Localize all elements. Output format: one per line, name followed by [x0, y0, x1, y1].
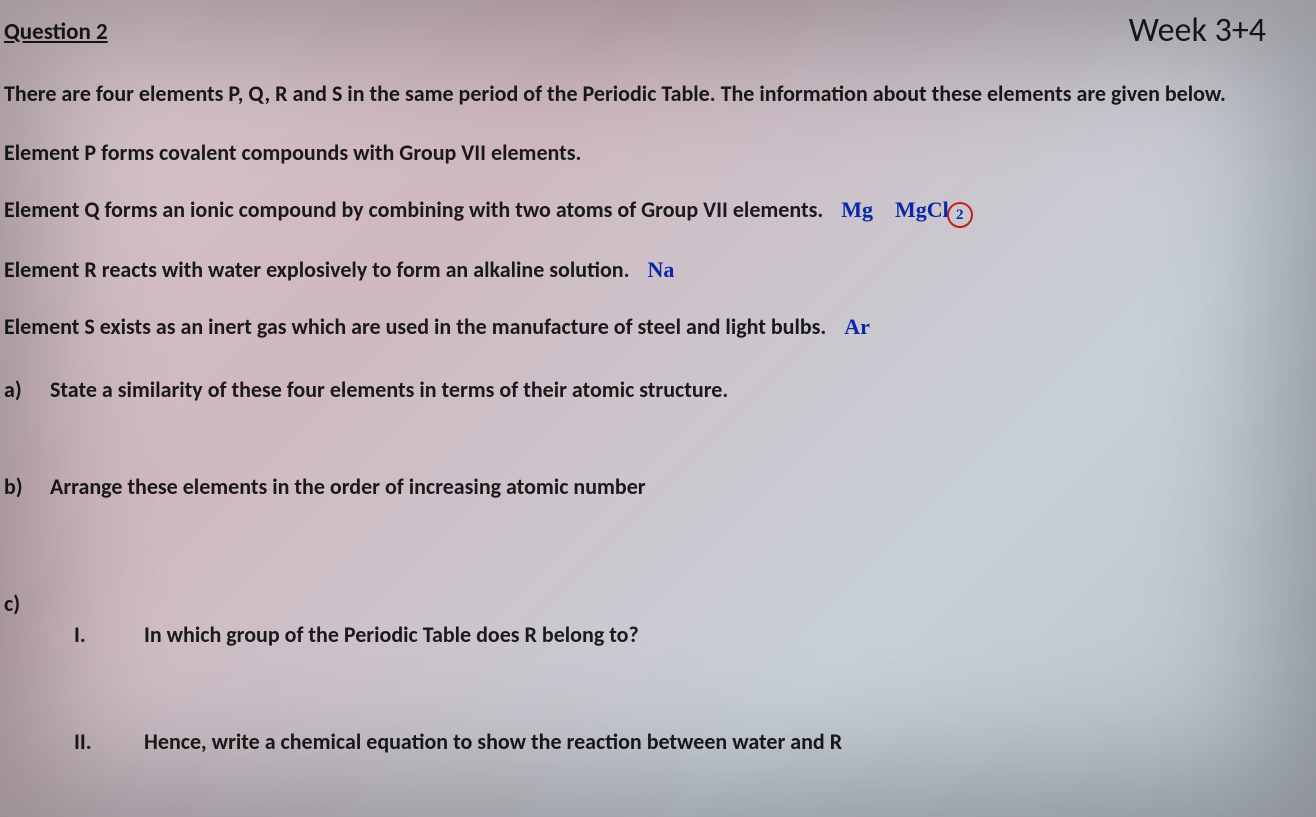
subq-c-ii-label: II. — [74, 728, 144, 755]
clue-r: Element R reacts with water explosively … — [4, 256, 630, 283]
clue-q: Element Q forms an ionic compound by com… — [4, 196, 823, 223]
annotation-r: Na — [648, 257, 675, 283]
annotation-q-2-circled: 2 — [947, 202, 973, 228]
subq-c-label: c) — [4, 590, 50, 617]
annotation-q-1: Mg — [841, 197, 873, 223]
subq-c-i-text: In which group of the Periodic Table doe… — [144, 621, 639, 648]
subq-a-text: State a similarity of these four element… — [50, 376, 728, 403]
annotation-s: Ar — [844, 314, 870, 340]
subq-c-i-label: I. — [74, 621, 144, 648]
subq-a-label: a) — [4, 376, 50, 403]
annotation-q-2-prefix: MgCl — [895, 197, 949, 222]
subq-b-text: Arrange these elements in the order of i… — [50, 473, 646, 500]
clue-s: Element S exists as an inert gas which a… — [4, 313, 826, 340]
question-label: Question 2 — [4, 18, 108, 46]
subq-c-ii-text: Hence, write a chemical equation to show… — [144, 728, 842, 755]
clue-p: Element P forms covalent compounds with … — [4, 139, 581, 166]
week-label: Week 3+4 — [1129, 10, 1266, 51]
subq-b-label: b) — [4, 473, 50, 500]
intro-paragraph: There are four elements P, Q, R and S in… — [4, 79, 1296, 109]
